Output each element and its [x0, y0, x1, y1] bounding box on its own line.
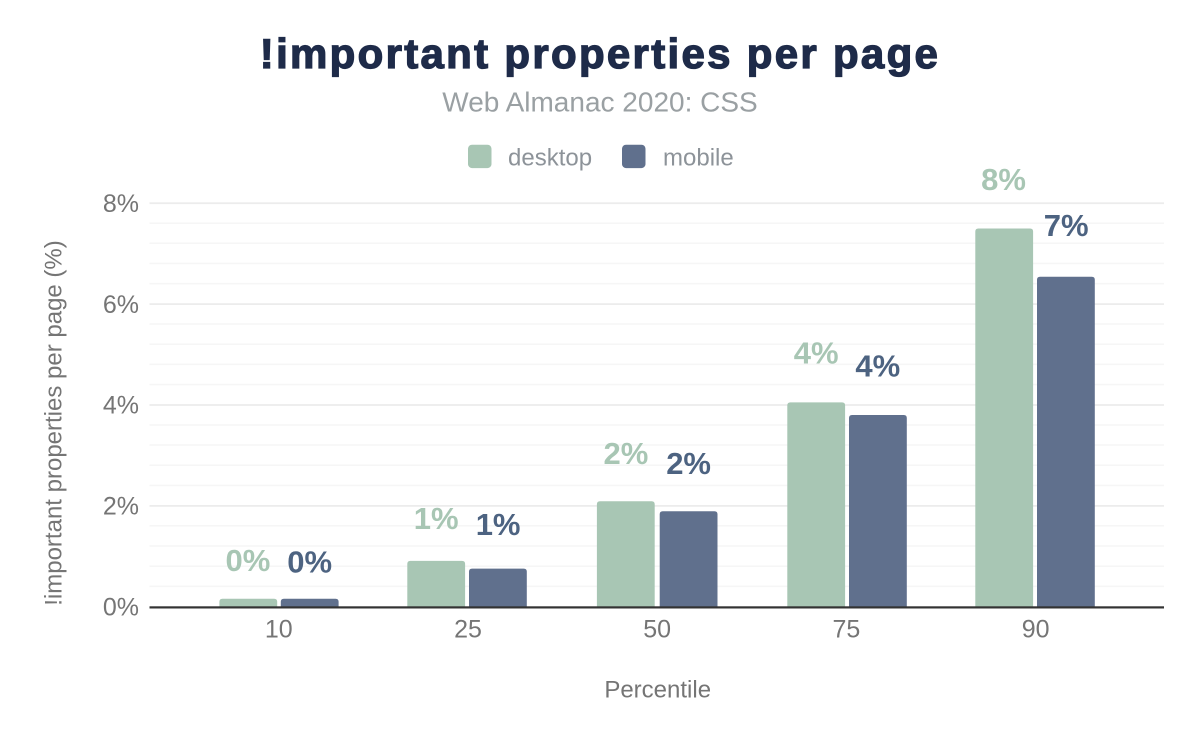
svg-text:!important properties per page: !important properties per page (%) — [41, 240, 68, 606]
svg-text:4%: 4% — [794, 335, 839, 370]
svg-text:0%: 0% — [287, 545, 332, 580]
svg-text:10: 10 — [265, 616, 293, 644]
svg-text:desktop: desktop — [508, 145, 592, 172]
svg-text:1%: 1% — [414, 501, 459, 536]
svg-text:8%: 8% — [981, 162, 1026, 197]
svg-text:90: 90 — [1022, 616, 1050, 644]
svg-text:mobile: mobile — [663, 145, 734, 172]
svg-text:50: 50 — [643, 616, 671, 644]
svg-text:8%: 8% — [103, 190, 139, 218]
svg-text:4%: 4% — [103, 392, 139, 420]
svg-text:Web Almanac 2020: CSS: Web Almanac 2020: CSS — [442, 87, 757, 118]
svg-text:!important properties per page: !important properties per page — [260, 30, 940, 77]
svg-text:75: 75 — [832, 616, 860, 644]
svg-text:2%: 2% — [603, 436, 648, 471]
svg-text:4%: 4% — [855, 349, 900, 384]
svg-text:7%: 7% — [1044, 208, 1089, 243]
svg-text:Percentile: Percentile — [604, 676, 711, 703]
svg-text:2%: 2% — [103, 493, 139, 521]
svg-text:0%: 0% — [103, 594, 139, 622]
svg-text:1%: 1% — [476, 507, 521, 542]
svg-text:6%: 6% — [103, 291, 139, 319]
svg-text:0%: 0% — [225, 543, 270, 578]
svg-text:2%: 2% — [666, 446, 711, 481]
svg-text:25: 25 — [454, 616, 482, 644]
